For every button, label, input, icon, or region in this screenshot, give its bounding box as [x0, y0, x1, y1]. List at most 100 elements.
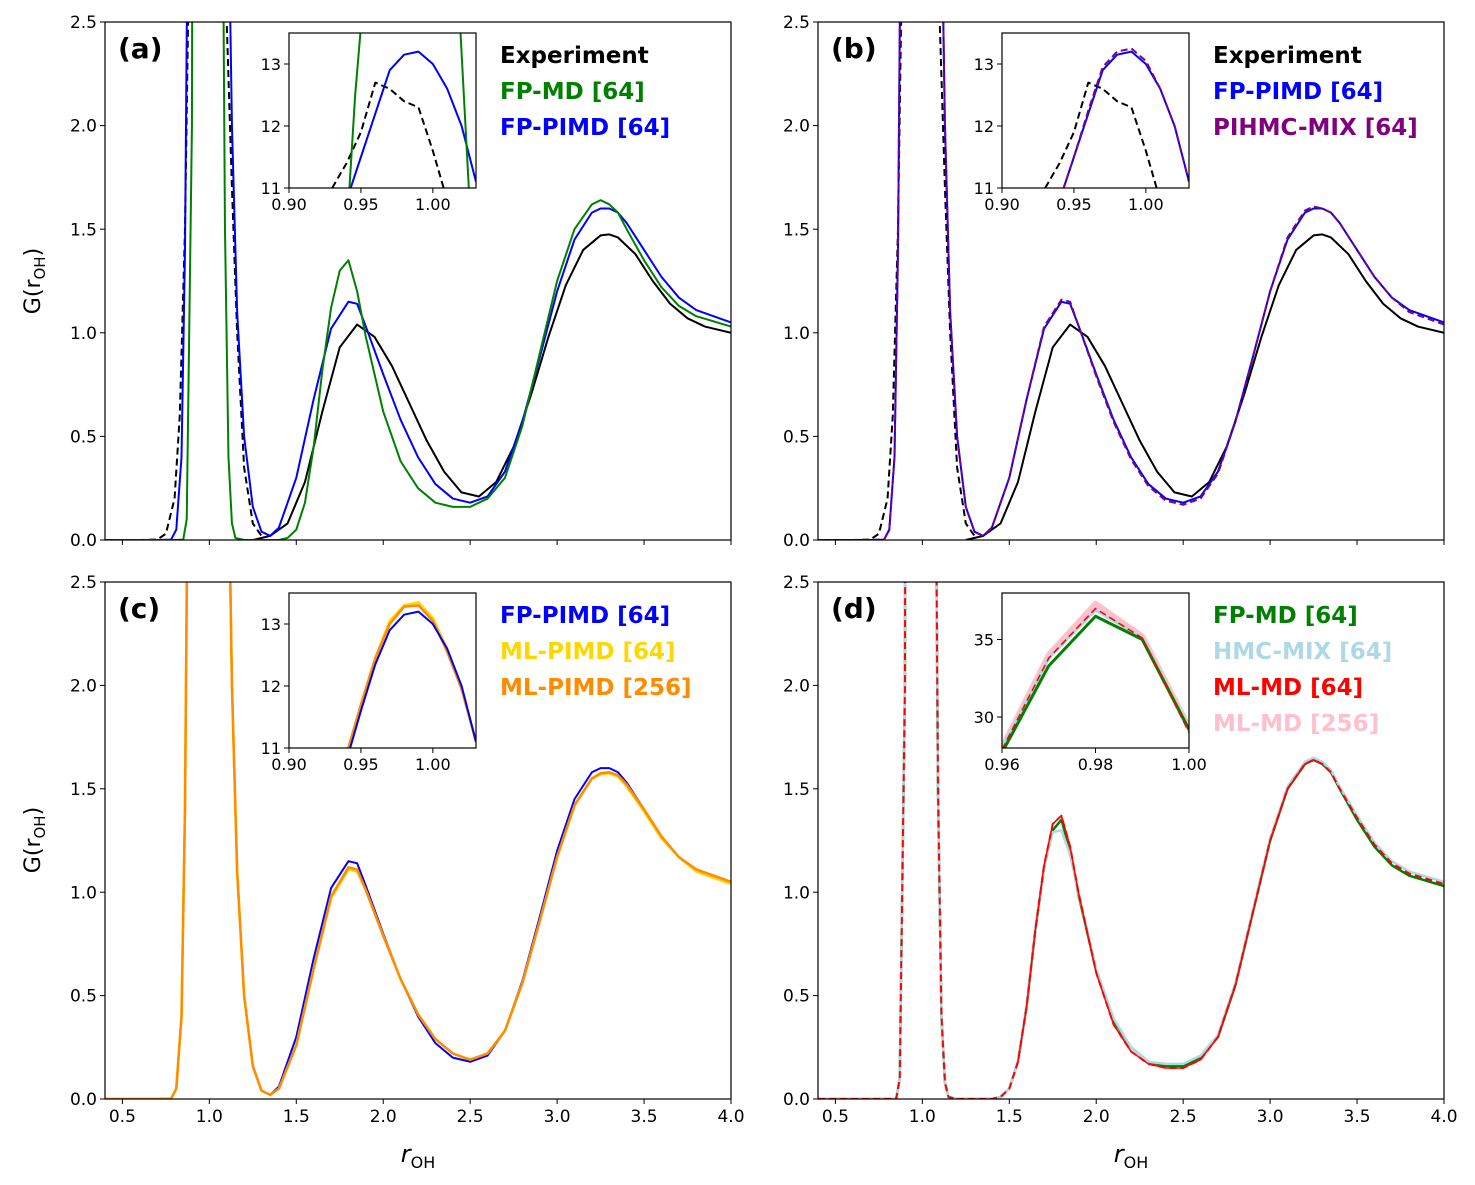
panel-d-xtick-label-1: 1.0	[909, 1107, 936, 1127]
panel-d-ytick-label-0: 0.0	[783, 1090, 810, 1110]
panel-c-xtick-label-4: 2.5	[457, 1107, 484, 1127]
panel-d-series-line-3	[1017, 759, 1323, 1069]
panel-b-inset-frame	[1001, 32, 1190, 189]
panel-d-ytick-label-3: 1.5	[783, 780, 810, 800]
panel-d-ytick-label-1: 0.5	[783, 987, 810, 1007]
panel-c-inset-series-line-1	[347, 604, 476, 748]
panel-b-label: (b)	[831, 32, 877, 65]
panel-a-inset-series-line-1	[349, 50, 476, 188]
panel-d-inset: 0.96 0.98 1.00 30 35	[974, 592, 1207, 774]
y-axis-title-bottom: G(rOH)	[21, 807, 49, 873]
panel-d-xtick-label-3: 2.0	[1083, 1107, 1110, 1127]
panel-a-inset: 0.90 0.95 1.00 11 12 13	[261, 32, 477, 214]
panel-a-inset-ytick-label-1: 12	[261, 117, 281, 136]
panel-c-ytick-label-2: 1.0	[70, 883, 97, 903]
panel-a-inset-xtick-label-2: 1.00	[415, 195, 451, 214]
panel-a-legend-entry-0: Experiment	[500, 43, 649, 69]
panel-a-series-line-1	[252, 233, 731, 540]
panel-c-inset-ytick-label-2: 13	[261, 615, 281, 634]
panel-c-series-line-0	[105, 582, 731, 1099]
panel-d-series-line-1	[818, 582, 1444, 1099]
panel-c-ytick-label-4: 2.0	[70, 677, 97, 697]
panel-a-inset-background	[289, 33, 476, 188]
panel-d-inset-xtick-label-1: 0.98	[1078, 755, 1114, 774]
panel-c-ytick-label-0: 0.0	[70, 1090, 97, 1110]
panel-a-ytick-label-0: 0.0	[70, 531, 97, 551]
panel-d-inset-series-line-2	[1002, 614, 1189, 748]
panel-c-xtick-label-3: 2.0	[370, 1107, 397, 1127]
panels: 0.0 0.5 1.0 1.5 2.0 2.5 (a) Experiment FP-MD [64…	[70, 13, 1458, 1127]
panel-a-legend-entry-2: FP-PIMD [64]	[500, 115, 670, 141]
panel-a-inset-ytick-label-2: 13	[261, 55, 281, 74]
panel-b-inset-ytick-label-0: 11	[974, 179, 994, 198]
panel-b-inset-series-group	[1044, 47, 1189, 188]
panel-b-legend-entry-1: FP-PIMD [64]	[1213, 79, 1383, 105]
panel-c-inset-series-line-2	[349, 610, 476, 748]
panel-c-inset: 0.90 0.95 1.00 11 12 13	[261, 592, 477, 774]
panel-d-legend-entry-0: FP-MD [64]	[1213, 603, 1358, 629]
y-axis-title-top: G(rOH)	[21, 248, 49, 314]
panel-d-ytick-label-2: 1.0	[783, 883, 810, 903]
panel-b-ytick-label-1: 0.5	[783, 428, 810, 448]
panel-c-series-group	[105, 582, 731, 1099]
panel-b-legend-entry-0: Experiment	[1213, 43, 1362, 69]
panel-a-series-line-0	[105, 22, 263, 540]
panel-a-label: (a)	[118, 32, 163, 65]
panel-d-legend-entry-2: ML-MD [64]	[1213, 675, 1363, 701]
panel-d-frame	[817, 581, 1445, 1100]
panel-a: 0.0 0.5 1.0 1.5 2.0 2.5 (a) Experiment FP-MD [64…	[70, 13, 732, 551]
panel-c-ytick-label-5: 2.5	[70, 573, 97, 593]
panel-c-inset-background	[289, 593, 476, 748]
panel-c-series-line-2	[105, 582, 731, 1099]
panel-d-xtick-label-6: 3.5	[1344, 1107, 1371, 1127]
panel-b-ytick-label-0: 0.0	[783, 531, 810, 551]
panel-c-xtick-label-5: 3.0	[544, 1107, 571, 1127]
panel-c-legend-entry-2: ML-PIMD [256]	[500, 675, 692, 701]
panel-b-inset-xtick-label-1: 0.95	[1056, 195, 1092, 214]
panel-c-inset-xtick-label-2: 1.00	[415, 755, 451, 774]
panel-c-legend-entry-1: ML-PIMD [64]	[500, 639, 676, 665]
panel-c-ytick-label-3: 1.5	[70, 780, 97, 800]
x-axis-title-left: rOH	[401, 1140, 436, 1172]
panel-a-ytick-label-5: 2.5	[70, 13, 97, 33]
panel-a-inset-series-group	[331, 33, 476, 188]
panel-b-inset-xtick-label-0: 0.90	[984, 195, 1020, 214]
panel-b-inset-xtick-label-2: 1.00	[1128, 195, 1164, 214]
panel-d-ytick-label-4: 2.0	[783, 677, 810, 697]
panel-d-inset-xtick-label-0: 0.96	[984, 755, 1020, 774]
panel-b-ytick-label-2: 1.0	[783, 324, 810, 344]
panel-b-series-line-0	[818, 22, 976, 540]
panel-c-inset-series-group	[347, 601, 476, 748]
panel-c-inset-ytick-label-0: 11	[261, 739, 281, 758]
panel-c-xtick-label-7: 4.0	[717, 1107, 744, 1127]
panel-c-frame	[104, 581, 732, 1100]
panel-a-frame	[104, 21, 732, 541]
panel-c-ytick-label-1: 0.5	[70, 987, 97, 1007]
panel-a-inset-frame	[288, 32, 477, 189]
panel-c-inset-ytick-label-1: 12	[261, 677, 281, 696]
panel-b-inset-ytick-label-2: 13	[974, 55, 994, 74]
panel-c-xtick-label-6: 3.5	[631, 1107, 658, 1127]
panel-c-inset-frame	[288, 592, 477, 749]
panel-d-inset-series-group	[1002, 600, 1189, 748]
panel-d-inset-ytick-label-1: 35	[974, 630, 994, 649]
panel-d-legend-entry-3: ML-MD [256]	[1213, 711, 1379, 737]
panel-b-inset-ytick-label-1: 12	[974, 117, 994, 136]
panel-c-label: (c)	[118, 592, 160, 625]
panel-d-label: (d)	[831, 592, 877, 625]
panel-d-xtick-label-7: 4.0	[1430, 1107, 1457, 1127]
panel-b-ytick-label-5: 2.5	[783, 13, 810, 33]
panel-c-xtick-label-2: 1.5	[283, 1107, 310, 1127]
panel-b-inset: 0.90 0.95 1.00 11 12 13	[974, 32, 1190, 214]
panel-a-inset-ytick-label-0: 11	[261, 179, 281, 198]
panel-b-ytick-label-3: 1.5	[783, 220, 810, 240]
panel-a-inset-xtick-label-0: 0.90	[271, 195, 307, 214]
panel-c-inset-xtick-label-1: 0.95	[343, 755, 379, 774]
panel-d-inset-ytick-label-0: 30	[974, 708, 994, 727]
panel-b: 0.0 0.5 1.0 1.5 2.0 2.5 (b) Experiment FP-PIMD […	[783, 13, 1445, 551]
panel-c-xtick-label-0: 0.5	[109, 1107, 136, 1127]
panel-a-ytick-label-4: 2.0	[70, 117, 97, 137]
panel-c: 0.5 1.0 1.5 2.0 2.5 3.0 3.5 4.0 0.0 0.5 1.0 1.5 2.0 2…	[70, 573, 745, 1127]
